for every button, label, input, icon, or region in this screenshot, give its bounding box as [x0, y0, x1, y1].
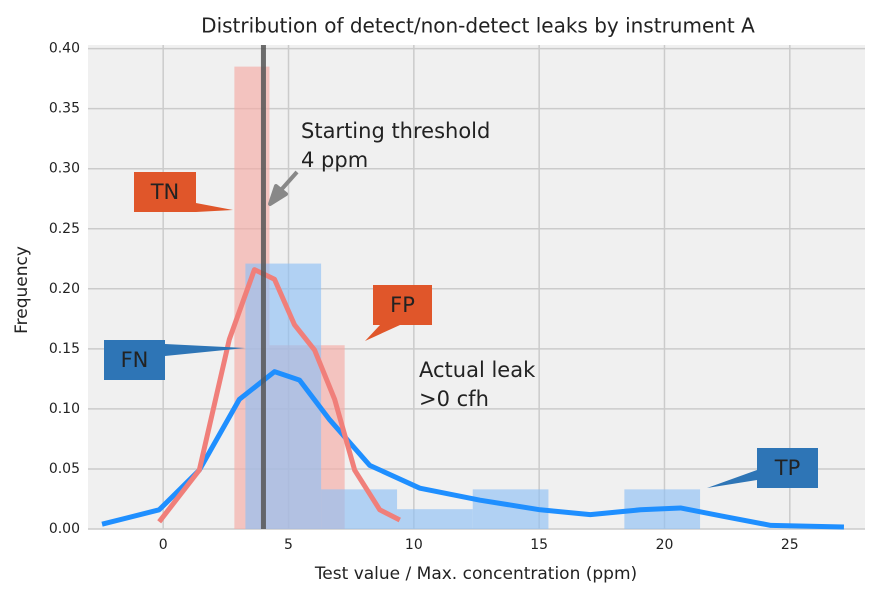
callout-box: [104, 340, 165, 380]
y-tick-label: 0.30: [49, 161, 80, 177]
plot-area: [88, 45, 865, 529]
annotation-text: >0 cfh: [419, 387, 489, 411]
x-tick-label: 5: [284, 537, 293, 553]
x-tick-label: 20: [656, 537, 674, 553]
x-tick-label: 0: [159, 537, 168, 553]
y-axis-label: Frequency: [12, 246, 32, 334]
callout-pointer: [707, 470, 757, 488]
y-tick-label: 0.10: [49, 401, 80, 417]
y-tick-label: 0.00: [49, 521, 80, 537]
y-tick-label: 0.05: [49, 461, 80, 477]
y-tick-label: 0.25: [49, 221, 80, 237]
histogram-bar: [321, 489, 398, 529]
histogram-bar: [245, 263, 322, 529]
callout-text: FN: [121, 348, 149, 372]
x-tick-label: 10: [405, 537, 423, 553]
x-tick-label: 15: [530, 537, 548, 553]
kde-line: [101, 369, 844, 530]
callout-pointer: [365, 325, 400, 341]
annotation-text: 4 ppm: [301, 148, 368, 172]
chart-title: Distribution of detect/non-detect leaks …: [201, 14, 755, 38]
kde-line: [157, 267, 401, 524]
y-tick-label: 0.15: [49, 341, 80, 357]
annotation-text: Starting threshold: [301, 119, 490, 143]
callout-text: TN: [150, 180, 180, 204]
callout-text: FP: [390, 293, 415, 317]
annotation-arrow: [268, 170, 299, 206]
annotation-text: Actual leak: [419, 358, 536, 382]
callout-box: [373, 285, 432, 325]
histogram-bar: [397, 509, 473, 529]
y-tick-label: 0.35: [49, 101, 80, 117]
y-tick-label: 0.40: [49, 41, 80, 57]
callout-box: [134, 172, 196, 212]
x-axis-label: Test value / Max. concentration (ppm): [314, 564, 637, 584]
y-tick-label: 0.20: [49, 281, 80, 297]
callout-pointer: [165, 344, 245, 356]
callout-text: TP: [774, 456, 801, 480]
callout-box: [757, 448, 818, 488]
x-tick-label: 25: [781, 537, 799, 553]
